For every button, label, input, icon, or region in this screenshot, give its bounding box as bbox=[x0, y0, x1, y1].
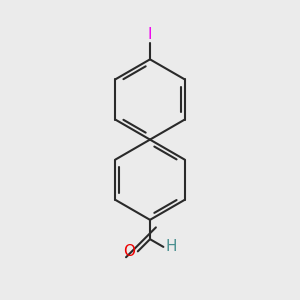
Text: I: I bbox=[148, 27, 152, 42]
Text: O: O bbox=[123, 244, 135, 259]
Text: H: H bbox=[165, 239, 177, 254]
